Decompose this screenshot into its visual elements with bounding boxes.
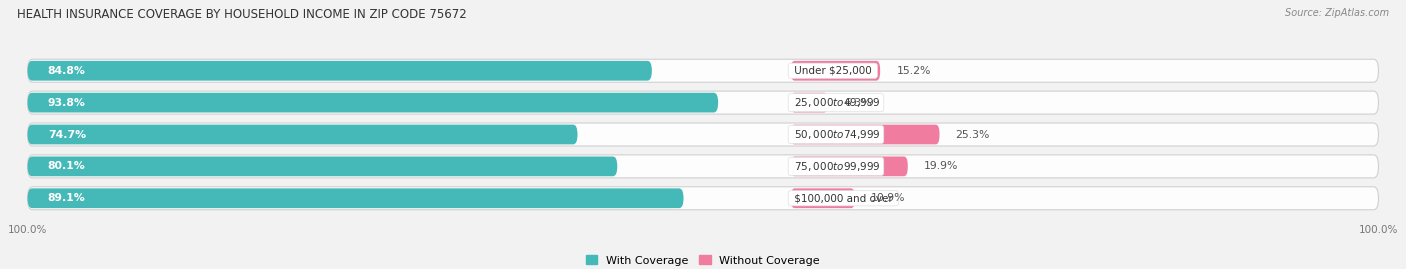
Text: 6.3%: 6.3%	[844, 98, 872, 108]
Text: $50,000 to $74,999: $50,000 to $74,999	[790, 128, 882, 141]
FancyBboxPatch shape	[28, 157, 617, 176]
Text: 89.1%: 89.1%	[48, 193, 86, 203]
Text: 10.9%: 10.9%	[872, 193, 905, 203]
Text: 74.7%: 74.7%	[48, 129, 86, 140]
Text: 25.3%: 25.3%	[956, 129, 990, 140]
Text: 93.8%: 93.8%	[48, 98, 86, 108]
FancyBboxPatch shape	[790, 61, 880, 81]
FancyBboxPatch shape	[28, 155, 1378, 178]
FancyBboxPatch shape	[790, 93, 828, 112]
FancyBboxPatch shape	[28, 123, 1378, 146]
Text: $100,000 and over: $100,000 and over	[790, 193, 896, 203]
FancyBboxPatch shape	[790, 125, 939, 144]
Text: 84.8%: 84.8%	[48, 66, 86, 76]
Legend: With Coverage, Without Coverage: With Coverage, Without Coverage	[582, 251, 824, 269]
Text: 80.1%: 80.1%	[48, 161, 86, 171]
Text: 15.2%: 15.2%	[897, 66, 931, 76]
FancyBboxPatch shape	[28, 59, 1378, 82]
FancyBboxPatch shape	[28, 188, 683, 208]
FancyBboxPatch shape	[790, 188, 855, 208]
FancyBboxPatch shape	[28, 61, 652, 81]
FancyBboxPatch shape	[28, 91, 1378, 114]
FancyBboxPatch shape	[28, 125, 578, 144]
Text: $75,000 to $99,999: $75,000 to $99,999	[790, 160, 882, 173]
Text: HEALTH INSURANCE COVERAGE BY HOUSEHOLD INCOME IN ZIP CODE 75672: HEALTH INSURANCE COVERAGE BY HOUSEHOLD I…	[17, 8, 467, 21]
FancyBboxPatch shape	[28, 187, 1378, 210]
Text: Source: ZipAtlas.com: Source: ZipAtlas.com	[1285, 8, 1389, 18]
Text: $25,000 to $49,999: $25,000 to $49,999	[790, 96, 882, 109]
Text: 19.9%: 19.9%	[924, 161, 959, 171]
FancyBboxPatch shape	[790, 157, 908, 176]
FancyBboxPatch shape	[28, 93, 718, 112]
Text: Under $25,000: Under $25,000	[790, 66, 875, 76]
